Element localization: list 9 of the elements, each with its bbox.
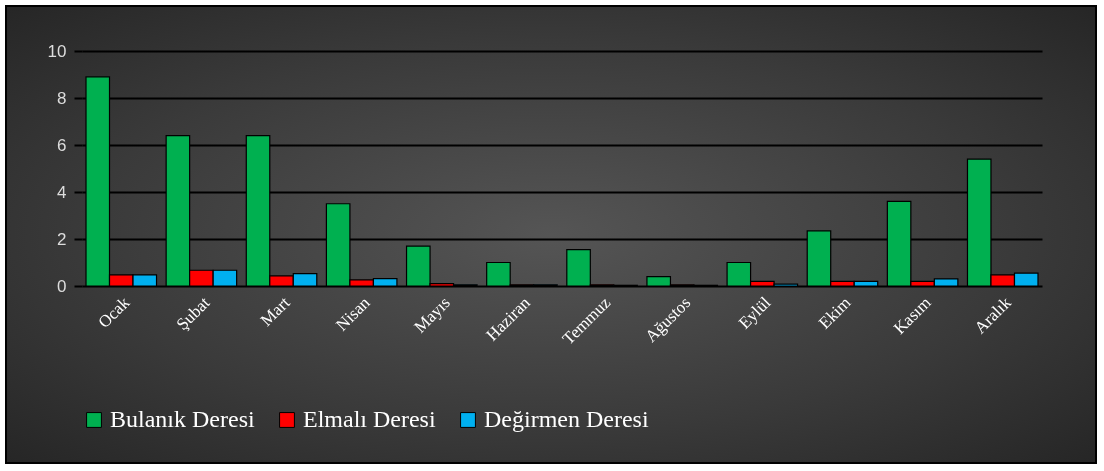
- legend-label: Bulanık Deresi: [110, 406, 255, 432]
- y-tick-label: 2: [57, 229, 67, 249]
- y-tick-label: 4: [57, 182, 67, 202]
- y-tick-label: 10: [47, 41, 67, 61]
- legend-label: Elmalı Deresi: [303, 406, 436, 432]
- y-tick-label: 8: [57, 88, 67, 108]
- legend-label: Değirmen Deresi: [484, 406, 649, 432]
- y-tick-label: 6: [57, 135, 67, 155]
- y-tick-label: 0: [57, 276, 67, 296]
